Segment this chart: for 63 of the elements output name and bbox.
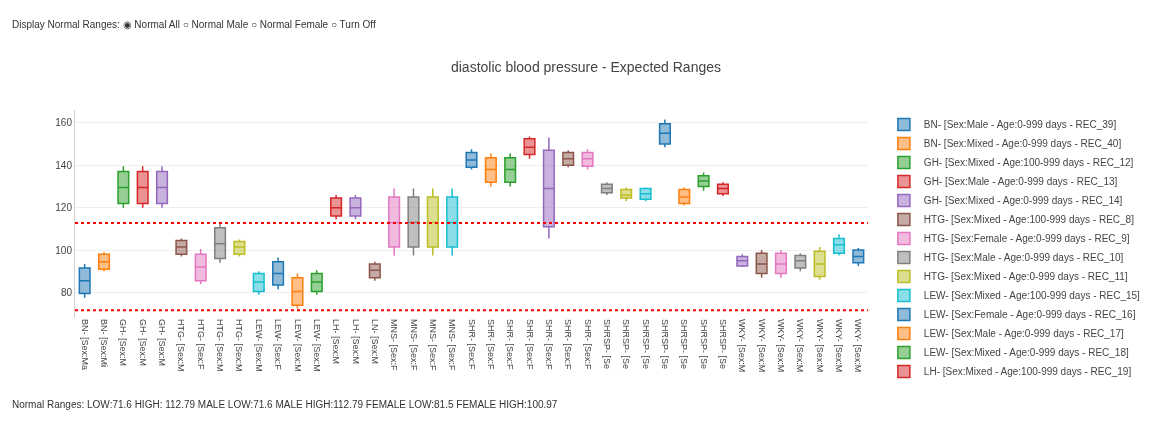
- x-tick-label: BN- [Sex:Ma: [79, 319, 90, 371]
- x-tick-label: MNS- [Sex:F: [408, 319, 419, 372]
- y-tick-label: 80: [60, 287, 73, 299]
- x-tick-label: LEW- [Sex:M: [253, 319, 264, 372]
- legend-label: HTG- [Sex:Female - Age:0-999 days - REC_9]: [923, 233, 1130, 245]
- x-tick-label: SHR- [Sex:F: [485, 319, 496, 371]
- legend-label: LH- [Sex:Mixed - Age:100-999 days - REC_19]: [923, 366, 1132, 378]
- legend-label: HTG- [Sex:Male - Age:0-999 days - REC_10]: [923, 252, 1124, 264]
- legend-label: HTG- [Sex:Mixed - Age:0-999 days - REC_11]: [923, 271, 1128, 283]
- x-tick-label: WKY- [Sex:M: [795, 319, 806, 373]
- x-tick-label: MNS- [Sex:F: [427, 319, 438, 372]
- x-tick-label: LEW- [Sex:F: [273, 319, 284, 371]
- y-tick-label: 140: [55, 159, 73, 171]
- text: Normal Ranges: LOW:71.6 HIGH: 112.79 MALE LOW:71.6 MALE HIGH:112.79 FEMALE LOW:81.5 FEMALE HIGH:100.97: [12, 399, 558, 410]
- x-tick-label: SHR- [Sex:F: [524, 319, 535, 371]
- x-tick-label: WKY- [Sex:M: [737, 319, 748, 373]
- x-tick-label: SHR- [Sex:F: [466, 319, 477, 371]
- x-tick-label: MNS- [Sex:F: [447, 319, 458, 372]
- legend-label: LEW- [Sex:Female - Age:0-999 days - REC_16]: [923, 309, 1136, 321]
- x-tick-label: LEW- [Sex:M: [311, 319, 322, 372]
- legend-label: BN- [Sex:Male - Age:0-999 days - REC_39]: [923, 119, 1117, 131]
- x-tick-label: SHRSP- [Se: [601, 319, 612, 370]
- x-tick-label: SHRSP- [Se: [718, 319, 729, 370]
- chart-title: diastolic blood pressure - Expected Ranges: [450, 58, 722, 75]
- legend-label: GH- [Sex:Mixed - Age:0-999 days - REC_14]: [923, 195, 1123, 207]
- legend-label: LEW- [Sex:Mixed - Age:0-999 days - REC_18]: [923, 347, 1129, 359]
- legend-label: HTG- [Sex:Mixed - Age:100-999 days - REC_8]: [923, 214, 1135, 226]
- text: Display Normal Ranges: ◉ Normal All ○ Normal Male ○ Normal Female ○ Turn Off: [12, 19, 376, 30]
- x-tick-label: WKY- [Sex:M: [776, 319, 787, 373]
- x-tick-label: GH- [Sex:M: [157, 319, 168, 367]
- x-tick-label: SHRSP- [Se: [621, 319, 632, 370]
- x-tick-label: WKY- [Sex:M: [834, 319, 845, 373]
- x-tick-label: BN- [Sex:Mi: [99, 319, 110, 368]
- x-tick-label: WKY- [Sex:M: [756, 319, 767, 373]
- x-tick-label: SHR- [Sex:F: [582, 319, 593, 371]
- x-tick-label: HTG- [Sex:F: [195, 319, 206, 370]
- x-tick-label: SHR- [Sex:F: [563, 319, 574, 371]
- legend-label: GH- [Sex:Mixed - Age:100-999 days - REC_12]: [923, 157, 1134, 169]
- x-tick-label: WKY- [Sex:M: [853, 319, 864, 373]
- x-tick-label: WKY- [Sex:M: [814, 319, 825, 373]
- x-tick-label: SHRSP- [Se: [679, 319, 690, 370]
- x-tick-label: LH- [Sex:M: [331, 319, 342, 365]
- x-tick-label: MNS- [Sex:F: [389, 319, 400, 372]
- x-tick-label: HTG- [Sex:M: [215, 319, 226, 372]
- y-tick-label: 160: [55, 117, 73, 129]
- x-tick-label: SHR- [Sex:F: [543, 319, 554, 371]
- y-tick-label: 100: [55, 244, 73, 256]
- x-tick-label: GH- [Sex:M: [118, 319, 129, 367]
- legend-label: LEW- [Sex:Mixed - Age:100-999 days - REC_15]: [923, 290, 1141, 302]
- x-tick-label: SHR- [Sex:F: [505, 319, 516, 371]
- x-tick-label: LN- [Sex:M: [369, 319, 380, 365]
- legend-label: GH- [Sex:Male - Age:0-999 days - REC_13]: [923, 176, 1118, 188]
- x-tick-label: GH- [Sex:M: [137, 319, 148, 367]
- x-tick-label: LH- [Sex:M: [350, 319, 361, 365]
- x-tick-label: SHRSP- [Se: [640, 319, 651, 370]
- x-tick-label: HTG- [Sex:M: [234, 319, 245, 372]
- x-tick-label: SHRSP- [Se: [659, 319, 670, 370]
- legend-label: BN- [Sex:Mixed - Age:0-999 days - REC_40]: [923, 138, 1122, 150]
- x-tick-label: SHRSP- [Se: [698, 319, 709, 370]
- y-tick-label: 120: [55, 202, 73, 214]
- x-tick-label: LEW- [Sex:M: [292, 319, 303, 372]
- x-tick-label: HTG- [Sex:M: [176, 319, 187, 372]
- legend-label: LEW- [Sex:Male - Age:0-999 days - REC_17]: [923, 328, 1124, 340]
